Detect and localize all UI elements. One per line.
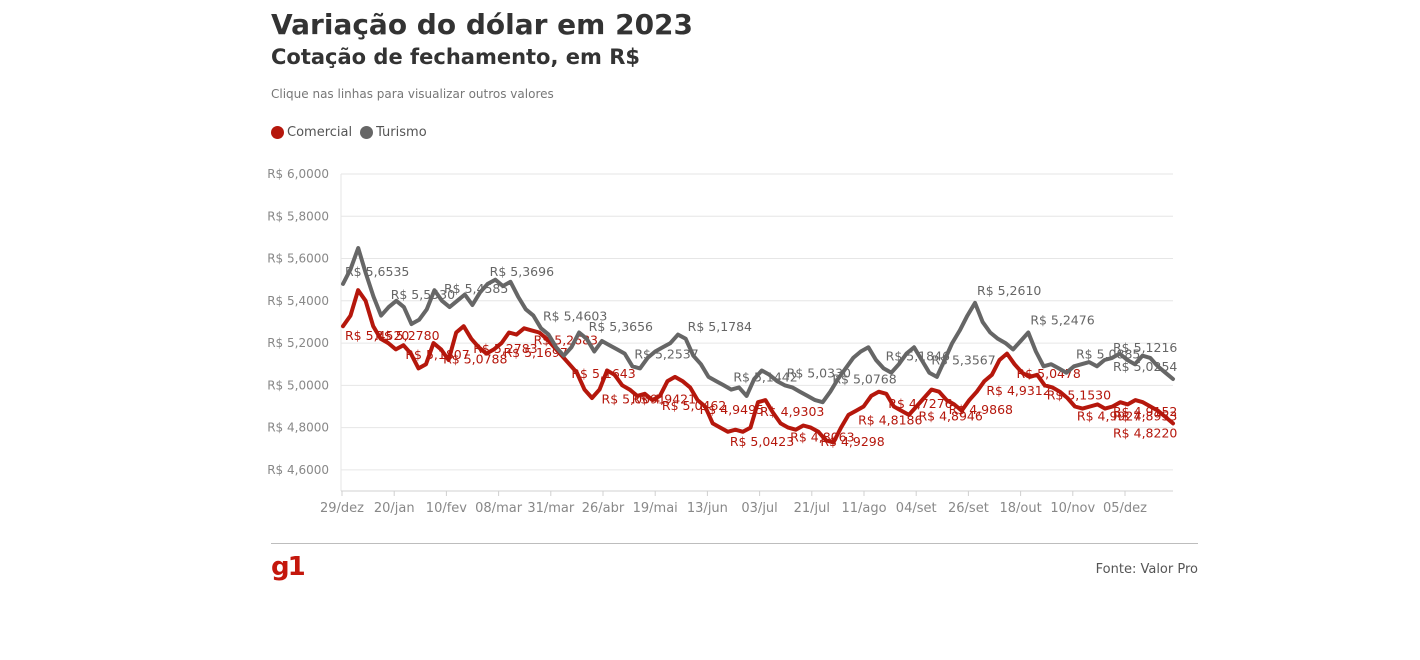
data-label: R$ 5,2476 [1030,313,1094,328]
data-label: R$ 5,4585 [444,281,508,296]
legend-item-comercial[interactable]: Comercial [271,125,352,140]
data-label: R$ 4,8220 [1113,425,1177,440]
y-tick-label: R$ 6,0000 [267,167,329,181]
series-line-comercial [341,288,1175,445]
data-label: R$ 5,1697 [503,345,567,360]
data-label: R$ 5,3656 [589,319,653,334]
data-label: R$ 4,9495 [700,402,764,417]
data-label: R$ 4,9312 [986,383,1050,398]
click-hint: Clique nas linhas para visualizar outros… [271,87,554,101]
footer-divider [271,543,1198,544]
data-label: R$ 5,0462 [662,398,726,413]
data-label: R$ 5,0423 [730,434,794,449]
data-label: R$ 4,9152 [1113,404,1177,419]
data-label: R$ 5,1530 [1047,387,1111,402]
data-label: R$ 5,1216 [1113,340,1177,355]
x-tick-label: 05/dez [1103,501,1147,516]
y-tick-label: R$ 5,6000 [267,252,329,266]
legend-label-turismo: Turismo [376,125,427,140]
data-label: R$ 5,0691 [602,392,666,407]
data-label: R$ 4,9868 [949,402,1013,417]
data-label: R$ 5,2610 [977,283,1041,298]
x-tick-label: 29/dez [320,501,364,516]
x-tick-label: 26/abr [582,501,625,516]
chart-title: Variação do dólar em 2023 [271,8,694,41]
data-label: R$ 5,3696 [490,264,554,279]
data-label: R$ 4,9421 [632,392,696,407]
x-tick-label: 19/mai [633,501,678,516]
data-label: R$ 4,9303 [760,404,824,419]
x-tick-label: 03/jul [741,501,777,516]
data-label: R$ 5,1784 [688,319,752,334]
y-tick-label: R$ 4,6000 [267,463,329,477]
legend-label-comercial: Comercial [287,125,353,140]
data-label: R$ 5,0768 [832,372,896,387]
data-label: R$ 5,4520 [345,328,409,343]
data-label: R$ 5,3567 [931,353,995,368]
data-label: R$ 5,0885 [1076,346,1140,361]
data-label: R$ 5,2537 [634,346,698,361]
x-tick-label: 13/jun [687,501,728,516]
data-label: R$ 5,5530 [391,287,455,302]
x-tick-label: 18/out [999,501,1041,516]
data-label: R$ 5,2780 [375,328,439,343]
data-label: R$ 5,1846 [886,348,950,363]
data-label: R$ 5,4603 [543,308,607,323]
data-label: R$ 4,8186 [858,413,922,428]
x-tick-label: 20/jan [374,501,415,516]
x-tick-label: 26/set [948,501,989,516]
x-tick-label: 10/nov [1050,501,1095,516]
x-tick-label: 11/ago [841,501,886,516]
x-tick-label: 10/fev [426,501,467,516]
data-label: R$ 4,7276 [888,396,952,411]
x-tick-label: 31/mar [527,501,575,516]
legend: Comercial Turismo [271,125,427,140]
comercial-dot-icon [271,126,284,139]
data-label: R$ 4,9298 [820,434,884,449]
chart-subtitle: Cotação de fechamento, em R$ [271,45,640,69]
series-line-turismo [341,246,1175,405]
data-label: R$ 5,1643 [571,366,635,381]
g1-logo: g1 [271,552,306,582]
data-label: R$ 5,0330 [787,365,851,380]
data-label: R$ 5,0254 [1113,359,1177,374]
data-label: R$ 5,1807 [405,347,469,362]
data-label: R$ 5,1442 [733,370,797,385]
x-tick-label: 21/jul [794,501,830,516]
y-tick-label: R$ 4,8000 [267,421,329,435]
y-tick-label: R$ 5,0000 [267,378,329,392]
data-label: R$ 4,8063 [790,430,854,445]
data-label: R$ 4,9927 [1077,408,1141,423]
x-tick-label: 04/set [896,501,937,516]
y-tick-label: R$ 5,8000 [267,209,329,223]
y-tick-label: R$ 5,4000 [267,294,329,308]
source-note: Fonte: Valor Pro [1095,562,1198,577]
data-label: R$ 5,6535 [345,264,409,279]
y-tick-label: R$ 5,2000 [267,336,329,350]
turismo-dot-icon [360,126,374,139]
data-label: R$ 4,8953 [1113,408,1177,423]
data-label: R$ 5,0788 [443,351,507,366]
data-label: R$ 5,2783 [473,341,537,356]
x-tick-label: 08/mar [475,501,523,516]
data-label: R$ 4,8946 [918,408,982,423]
legend-item-turismo[interactable]: Turismo [360,125,427,140]
